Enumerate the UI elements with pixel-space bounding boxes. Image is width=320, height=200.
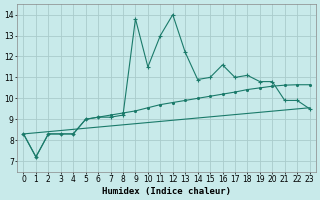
X-axis label: Humidex (Indice chaleur): Humidex (Indice chaleur) xyxy=(102,187,231,196)
